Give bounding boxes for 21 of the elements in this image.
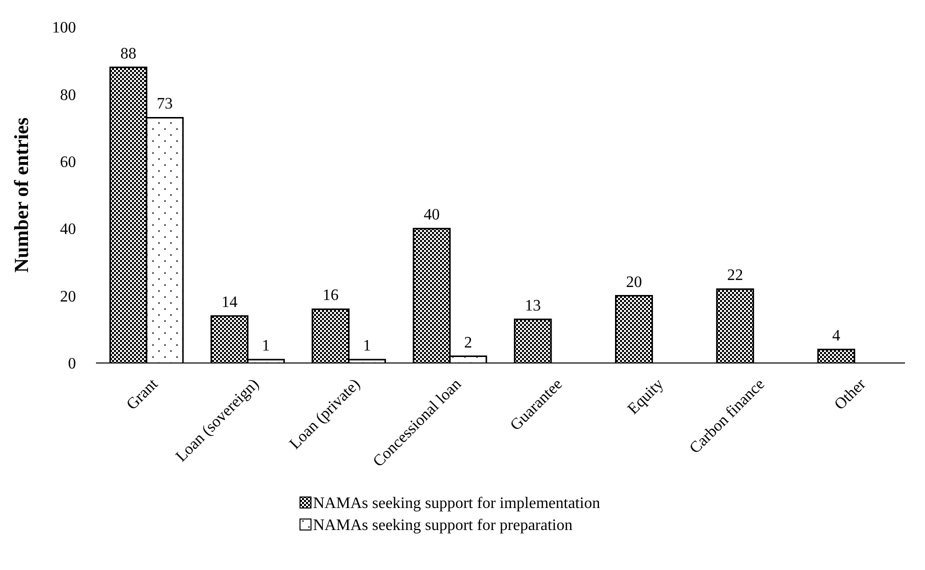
y-axis-title: Number of entries	[11, 117, 33, 273]
y-tick-label: 80	[60, 86, 76, 104]
legend-label: NAMAs seeking support for implementation	[313, 495, 600, 512]
data-label: 4	[832, 328, 840, 345]
data-label: 1	[363, 338, 372, 355]
data-label: 13	[524, 297, 541, 314]
y-tick-label: 100	[52, 20, 76, 37]
data-label: 22	[727, 267, 744, 284]
data-label: 40	[424, 206, 440, 224]
y-tick-label: 40	[60, 221, 76, 238]
y-tick-label: 20	[60, 288, 76, 306]
data-label: 16	[322, 287, 339, 304]
y-tick-label: 60	[60, 154, 76, 171]
data-label: 88	[120, 45, 136, 62]
legend-label: NAMAs seeking support for preparation	[313, 517, 572, 534]
data-label: 1	[262, 338, 270, 355]
data-label: 73	[156, 96, 173, 113]
data-label: 20	[626, 274, 642, 291]
data-label: 2	[464, 334, 472, 352]
data-label: 14	[221, 294, 238, 311]
y-tick-label: 0	[68, 356, 76, 373]
